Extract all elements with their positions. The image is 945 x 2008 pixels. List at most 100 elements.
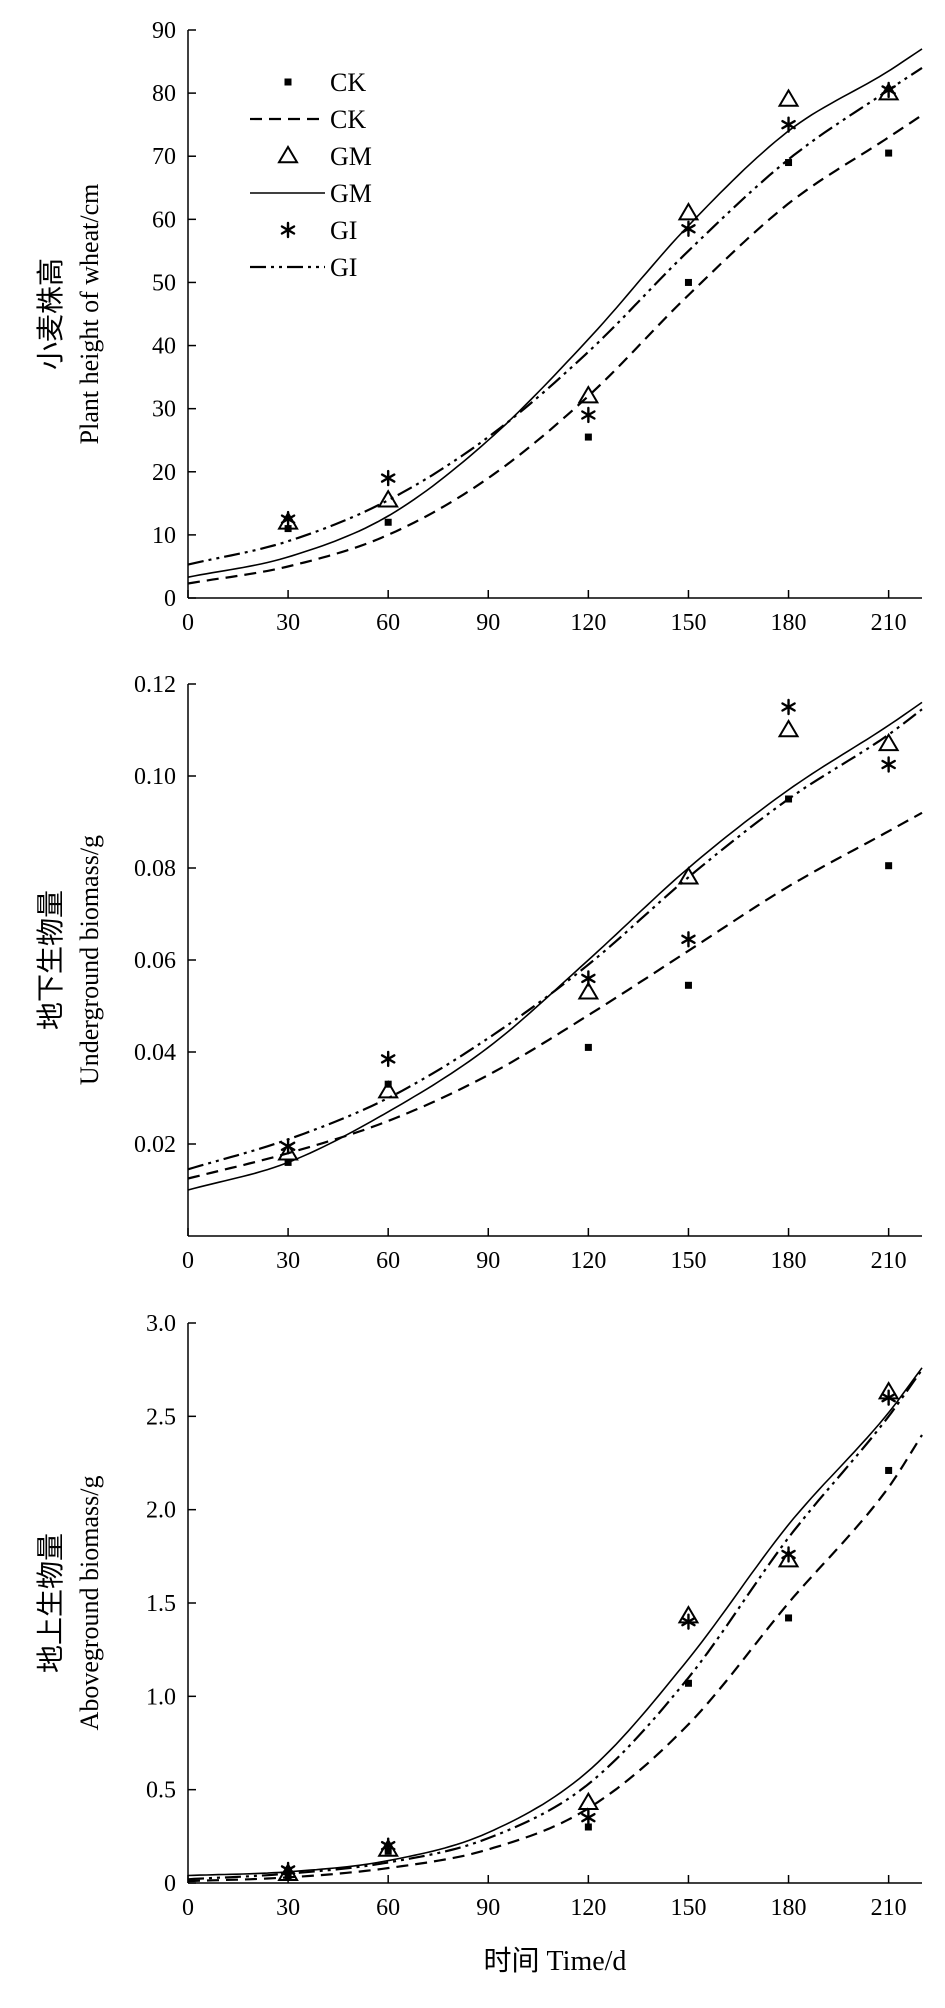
y-tick-label: 10 (152, 523, 176, 549)
asterisk-stroke (781, 702, 796, 712)
data-point-ck (384, 1080, 392, 1088)
data-point-ck (684, 278, 692, 286)
data-point-gm (377, 489, 399, 508)
x-tick-label: 0 (182, 610, 194, 636)
y-tick-label: 70 (152, 144, 176, 170)
ylabel-cn: 地上生物量 (35, 1533, 67, 1673)
y-tick-label: 3.0 (146, 1311, 176, 1337)
fitted-curve-gi (187, 66, 923, 566)
y-tick-label: 2.5 (146, 1404, 176, 1430)
asterisk-stroke (681, 224, 696, 234)
x-tick-label: 30 (276, 610, 300, 636)
legend-marker-gm (277, 145, 299, 164)
y-tick-label: 0.10 (134, 764, 176, 790)
data-point-ck (885, 1466, 893, 1474)
data-point-gm (777, 88, 800, 107)
fitted-curve-gm (187, 701, 923, 1191)
y-tick-label: 1.5 (146, 1591, 176, 1617)
x-tick-label: 60 (376, 1895, 400, 1921)
data-point-ck (684, 981, 692, 989)
x-axis-title: 时间 Time/d (484, 1945, 627, 1977)
data-point-gi (280, 1138, 296, 1155)
asterisk-stroke (581, 973, 596, 984)
ylabel-en: Plant height of wheat/cm (75, 184, 104, 445)
asterisk-stroke (881, 759, 896, 770)
data-point-ck (384, 518, 392, 526)
asterisk-stroke (781, 119, 796, 130)
ylabel-cn: 小麦株高 (35, 258, 67, 370)
data-point-gi (881, 756, 896, 773)
data-point-gm (377, 1080, 399, 1099)
panel-underground-biomass: 地下生物量 Underground biomass/g 0.02 0.04 0.06… (35, 672, 923, 1274)
data-point-gi (681, 220, 696, 238)
data-point-ck (785, 159, 793, 167)
legend-label-ck-observed: CK (330, 68, 366, 97)
y-tick-label: 1.0 (146, 1684, 176, 1710)
x-tick-label: 60 (376, 1248, 400, 1274)
x-tick-label: 90 (476, 1248, 500, 1274)
legend-label-gm-observed: GM (330, 142, 372, 171)
x-tick-label: 120 (570, 610, 606, 636)
x-tick-label: 210 (871, 610, 907, 636)
y-tick-label: 40 (152, 334, 176, 360)
data-point-gi (581, 970, 596, 987)
data-point-gm (577, 385, 600, 404)
data-point-gm (777, 1549, 800, 1568)
y-tick-label: 0 (164, 586, 176, 612)
x-tick-label: 180 (771, 610, 807, 636)
y-tick-label: 80 (152, 81, 176, 107)
x-tick-label: 90 (476, 610, 500, 636)
data-point-gi (280, 1861, 296, 1879)
asterisk-stroke (681, 1616, 696, 1627)
y-tick-label: 0.5 (146, 1778, 176, 1804)
fitted-curve-gm (187, 1367, 923, 1877)
data-point-ck (284, 1158, 292, 1166)
x-tick-label: 210 (871, 1248, 907, 1274)
data-point-ck (785, 1614, 793, 1622)
data-point-gi (581, 406, 596, 424)
asterisk-stroke (380, 1054, 396, 1064)
y-tick-label: 30 (152, 397, 176, 423)
data-point-ck (785, 795, 793, 803)
data-point-gi (681, 1613, 696, 1630)
data-point-gi (881, 81, 896, 99)
fitted-curve-gm (187, 48, 923, 578)
x-tick-label: 0 (182, 1248, 194, 1274)
x-tick-label: 60 (376, 610, 400, 636)
data-point-gi (681, 931, 696, 948)
fitted-curve-gi (187, 1369, 923, 1881)
x-tick-label: 0 (182, 1895, 194, 1921)
data-point-gi (380, 1837, 396, 1854)
asterisk-stroke (881, 1392, 896, 1403)
legend-label-gi-fitted: GI (330, 253, 357, 282)
x-tick-label: 90 (476, 1895, 500, 1921)
data-point-ck (584, 1043, 592, 1051)
data-point-gm (677, 202, 700, 221)
data-point-ck (885, 862, 893, 870)
x-tick-label: 180 (771, 1895, 807, 1921)
y-tick-label: 0.06 (134, 948, 176, 974)
ylabel-cn: 地下生物量 (35, 890, 67, 1030)
data-point-ck (684, 1679, 692, 1687)
x-tick-label: 120 (570, 1248, 606, 1274)
ylabel-en: Underground biomass/g (75, 835, 104, 1085)
asterisk-stroke (881, 85, 896, 95)
data-point-gi (380, 469, 396, 487)
asterisk-stroke (681, 934, 696, 944)
y-tick-label: 0.04 (134, 1040, 176, 1066)
data-point-ck (584, 433, 592, 441)
data-point-gm (677, 866, 700, 885)
fitted-curve-ck (187, 1434, 923, 1883)
y-tick-label: 60 (152, 207, 176, 233)
asterisk-stroke (581, 1812, 596, 1823)
fitted-curve-gi (187, 708, 923, 1171)
ylabel-en: Aboveground biomass/g (75, 1476, 104, 1731)
panel-plant-height: 小麦株高 Plant height of wheat/cm 0 10 20 30 40 5… (35, 18, 923, 636)
panel-aboveground-biomass: 地上生物量 Aboveground biomass/g 0 0.5 1.0 1.5 2.… (35, 1311, 923, 1921)
data-point-gm (877, 732, 900, 752)
y-tick-label: 20 (152, 460, 176, 486)
asterisk-stroke (380, 473, 396, 483)
data-point-gi (781, 116, 796, 133)
x-tick-label: 210 (871, 1895, 907, 1921)
